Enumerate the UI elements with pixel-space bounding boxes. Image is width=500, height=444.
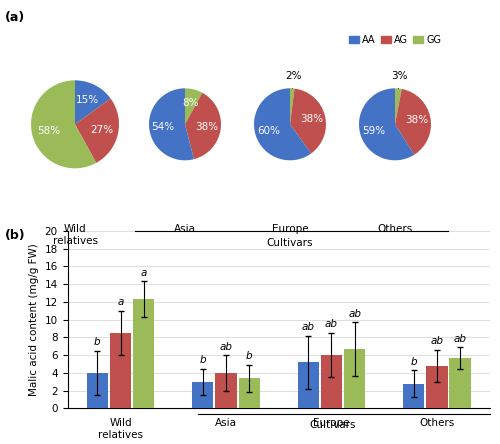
Wedge shape <box>290 89 326 154</box>
Bar <box>192 382 214 408</box>
Text: ab: ab <box>220 341 232 352</box>
Text: 59%: 59% <box>362 126 385 135</box>
Bar <box>216 373 236 408</box>
Bar <box>110 333 131 408</box>
Text: 15%: 15% <box>76 95 99 105</box>
Text: 60%: 60% <box>258 126 280 136</box>
Text: ab: ab <box>348 309 361 319</box>
Wedge shape <box>75 99 119 163</box>
Text: (a): (a) <box>5 11 25 24</box>
Text: ab: ab <box>325 319 338 329</box>
Text: 3%: 3% <box>392 71 408 81</box>
Bar <box>321 355 342 408</box>
Text: Cultivars: Cultivars <box>309 420 356 430</box>
Text: Europe: Europe <box>272 224 308 234</box>
Text: Asia: Asia <box>174 224 196 234</box>
Text: ab: ab <box>454 333 466 344</box>
Bar <box>450 358 471 408</box>
Text: 38%: 38% <box>406 115 428 125</box>
Text: 38%: 38% <box>196 122 218 132</box>
Text: 2%: 2% <box>285 71 302 81</box>
Wedge shape <box>254 88 311 160</box>
Bar <box>133 299 154 408</box>
Bar <box>298 362 319 408</box>
Text: 58%: 58% <box>37 126 60 136</box>
Text: Cultivars: Cultivars <box>267 238 313 248</box>
Text: Wild
relatives: Wild relatives <box>52 224 98 246</box>
Wedge shape <box>185 93 221 159</box>
Text: 38%: 38% <box>300 114 323 124</box>
Wedge shape <box>395 88 402 124</box>
Text: b: b <box>200 355 206 365</box>
Bar <box>86 373 108 408</box>
Wedge shape <box>290 88 294 124</box>
Text: 54%: 54% <box>152 122 174 132</box>
Wedge shape <box>75 80 110 124</box>
Bar <box>344 349 366 408</box>
Wedge shape <box>149 88 194 160</box>
Wedge shape <box>395 89 431 155</box>
Text: 8%: 8% <box>182 98 199 108</box>
Text: ab: ab <box>430 336 444 346</box>
Wedge shape <box>359 88 414 160</box>
Bar <box>426 366 448 408</box>
Text: ab: ab <box>302 322 315 332</box>
Text: b: b <box>94 337 100 347</box>
Text: Others: Others <box>378 224 412 234</box>
Text: b: b <box>410 357 417 367</box>
Text: a: a <box>118 297 124 307</box>
Wedge shape <box>185 88 202 124</box>
Text: (b): (b) <box>5 229 25 242</box>
Text: b: b <box>246 351 252 361</box>
Legend: AA, AG, GG: AA, AG, GG <box>345 31 445 49</box>
Y-axis label: Malic acid content (mg/g FW): Malic acid content (mg/g FW) <box>29 243 39 396</box>
Bar <box>238 378 260 408</box>
Text: a: a <box>140 268 147 278</box>
Wedge shape <box>31 80 96 168</box>
Bar <box>403 384 424 408</box>
Text: 27%: 27% <box>90 125 113 135</box>
